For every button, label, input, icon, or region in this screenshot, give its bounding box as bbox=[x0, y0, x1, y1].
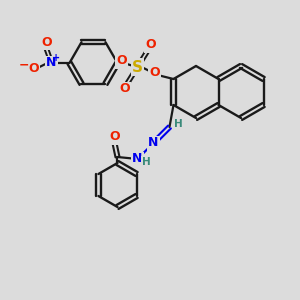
Text: O: O bbox=[28, 62, 39, 76]
Text: +: + bbox=[52, 53, 61, 63]
Text: O: O bbox=[149, 67, 160, 80]
Text: N: N bbox=[148, 136, 159, 149]
Text: N: N bbox=[132, 152, 143, 166]
Text: O: O bbox=[119, 82, 130, 95]
Text: −: − bbox=[18, 58, 29, 71]
Text: O: O bbox=[109, 130, 120, 143]
Text: H: H bbox=[142, 157, 151, 167]
Text: H: H bbox=[174, 119, 183, 129]
Text: N: N bbox=[46, 56, 57, 70]
Text: S: S bbox=[132, 59, 143, 74]
Text: O: O bbox=[116, 55, 127, 68]
Text: O: O bbox=[145, 38, 156, 52]
Text: O: O bbox=[41, 35, 52, 49]
